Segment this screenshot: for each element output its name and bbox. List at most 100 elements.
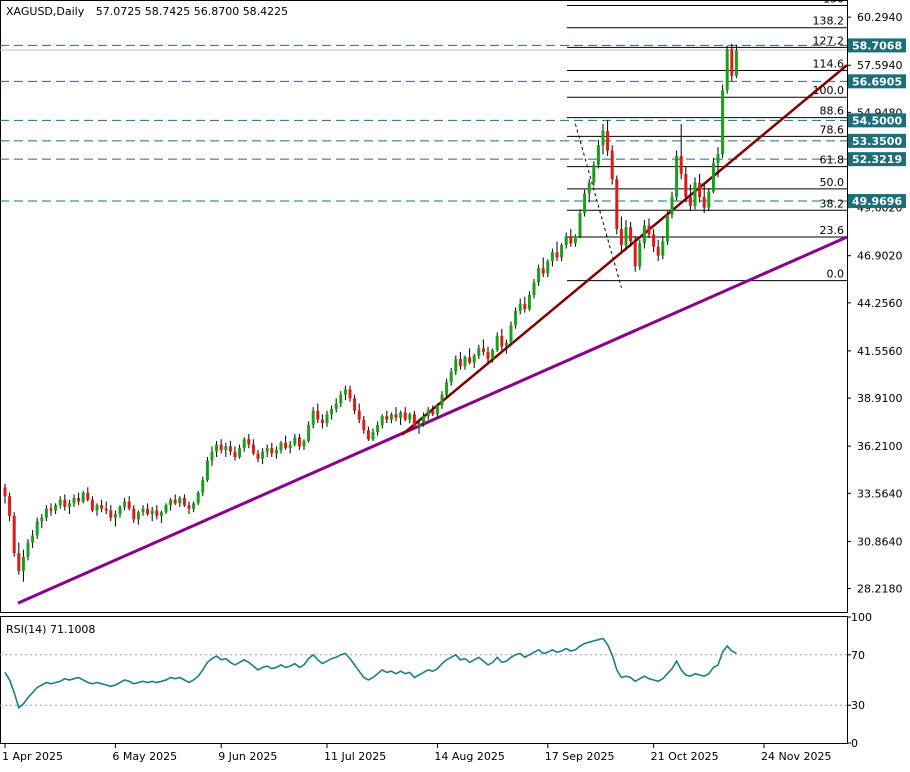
candle-body <box>734 50 738 76</box>
rsi-tick-label: 100 <box>851 611 872 624</box>
long-term-trendline <box>17 235 848 605</box>
candle-body <box>422 416 426 424</box>
candle-body <box>210 451 214 461</box>
candle-body <box>187 505 191 509</box>
candle-body <box>31 535 35 543</box>
candle-body <box>224 446 228 450</box>
candle-body <box>54 505 58 511</box>
price-tick-label: 41.5560 <box>857 345 903 358</box>
candle-body <box>633 241 637 267</box>
candle-body <box>550 252 554 262</box>
candle-body <box>412 414 416 427</box>
candle-body <box>297 437 301 447</box>
candle-body <box>716 154 720 164</box>
candle-body <box>500 335 504 347</box>
candle-body <box>109 510 113 518</box>
candle-body <box>159 512 163 516</box>
candle-body <box>394 414 398 418</box>
candle-body <box>408 414 412 420</box>
candle-body <box>233 451 237 458</box>
price-label: 49.9696 <box>852 195 902 208</box>
candle-body <box>251 444 255 454</box>
candle-body <box>730 49 734 76</box>
candle-body <box>541 268 545 274</box>
candle-body <box>8 496 12 516</box>
candle-body <box>463 357 467 367</box>
candle-body <box>366 430 370 440</box>
level-labels: 58.7068 56.6905 54.5000 53.3500 52.3219 49.96… <box>848 38 906 209</box>
candle-body <box>247 439 251 445</box>
candle-body <box>334 403 338 409</box>
price-tick-label: 46.9020 <box>857 250 903 263</box>
candle-body <box>537 268 541 283</box>
time-tick-label: 1 Apr 2025 <box>2 750 63 763</box>
candle-body <box>569 236 573 244</box>
candle-body <box>86 492 90 500</box>
fibonacci-levels: 0.023.638.250.061.878.688.6100.0114.6127… <box>567 0 847 288</box>
fib-level-label: 138.2 <box>813 15 845 28</box>
candle-body <box>104 508 108 511</box>
candle-body <box>624 227 628 246</box>
candle-body <box>661 241 665 256</box>
candle-body <box>205 460 209 481</box>
candle-body <box>702 196 706 208</box>
candle-body <box>302 440 306 447</box>
candle-body <box>192 503 196 509</box>
price-tick-label: 36.2100 <box>857 440 903 453</box>
candle-body <box>399 412 403 418</box>
candle-body <box>629 227 633 242</box>
price-label-box <box>848 74 906 89</box>
candle-body <box>675 155 679 197</box>
time-tick-label: 17 Sep 2025 <box>545 750 615 763</box>
candle-body <box>514 310 518 326</box>
candle-body <box>21 556 25 572</box>
fib-level-label: 38.2 <box>820 197 845 210</box>
candle-body <box>638 243 642 267</box>
price-label: 52.3219 <box>852 153 902 166</box>
time-axis: 1 Apr 2025 6 May 2025 9 Jun 2025 11 Jul 202… <box>2 743 831 763</box>
candle-body <box>100 505 104 509</box>
candle-body <box>150 510 154 515</box>
candle-body <box>178 497 182 504</box>
candle-body <box>670 196 674 215</box>
price-tick-label: 33.5640 <box>857 487 903 500</box>
fib-level-label: 50.0 <box>820 176 845 189</box>
candle-body <box>725 49 729 91</box>
candle-body <box>449 371 453 383</box>
horizontal-levels <box>0 44 847 202</box>
price-label: 54.5000 <box>852 114 902 127</box>
price-tick-label: 44.2560 <box>857 297 903 310</box>
candle-body <box>40 517 44 522</box>
candle-body <box>665 214 669 242</box>
candle-body <box>219 444 223 450</box>
candle-body <box>362 419 366 431</box>
price-label: 53.3500 <box>852 135 902 148</box>
candle-body <box>58 499 62 506</box>
candle-body <box>527 294 531 310</box>
candle-body <box>587 182 591 194</box>
candle-body <box>601 131 605 146</box>
candle-body <box>711 163 715 192</box>
fib-level-label: 78.6 <box>820 123 845 136</box>
rsi-tick-label: 70 <box>851 649 865 662</box>
candle-body <box>242 439 246 449</box>
trendlines <box>17 64 848 605</box>
fib-level-label: 0.0 <box>827 268 845 281</box>
candle-body <box>698 182 702 197</box>
candle-body <box>472 355 476 363</box>
fib-level-label: 23.6 <box>820 224 845 237</box>
candle-body <box>141 508 145 513</box>
candle-body <box>288 444 292 449</box>
candle-body <box>339 394 343 404</box>
main-panel-frame <box>0 0 848 613</box>
candle-body <box>426 410 430 417</box>
candle-body <box>132 508 136 520</box>
candle-body <box>284 442 288 449</box>
candle-body <box>656 246 660 256</box>
candle-body <box>72 497 76 504</box>
time-tick-label: 24 Nov 2025 <box>761 750 831 763</box>
time-tick-label: 9 Jun 2025 <box>218 750 277 763</box>
candle-body <box>652 234 656 247</box>
fib-level-label: 88.6 <box>820 105 845 118</box>
ohlc-values: 57.0725 58.7425 56.8700 58.4225 <box>96 5 288 18</box>
